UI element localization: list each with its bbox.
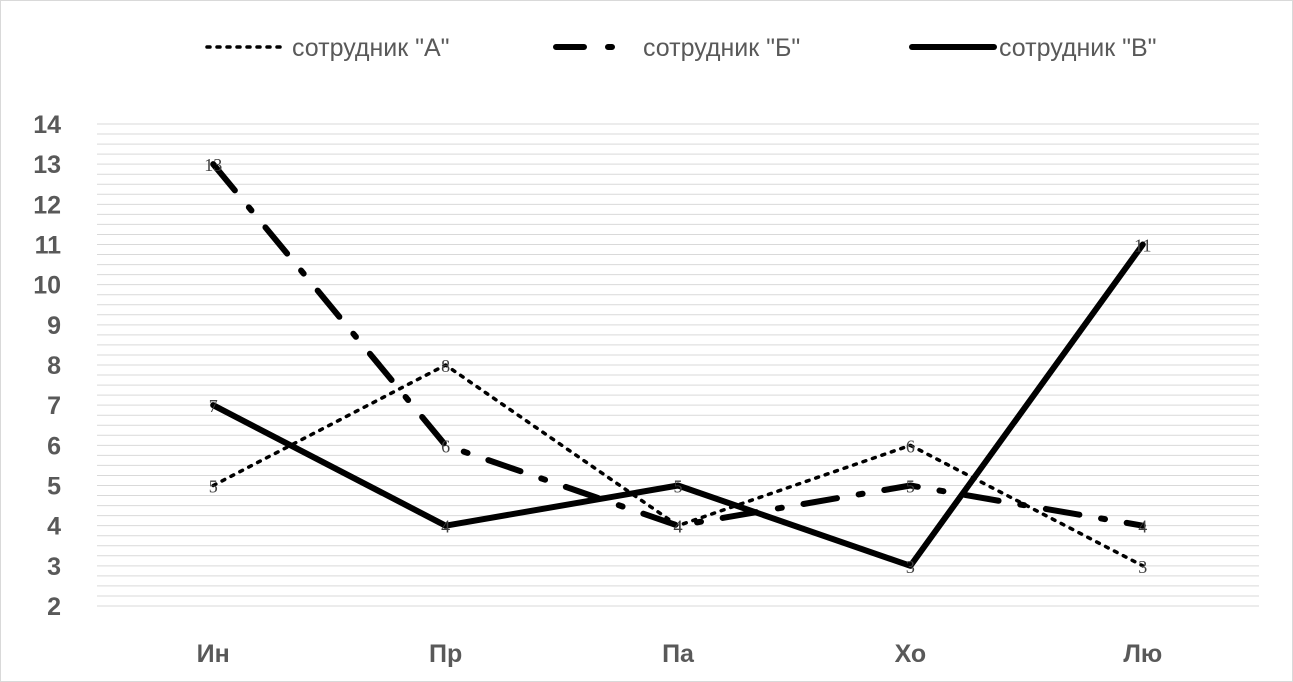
data-label: 3 xyxy=(1138,557,1147,577)
data-label: 11 xyxy=(1134,236,1151,256)
y-tick-label: 12 xyxy=(33,191,61,219)
x-axis-ticks: Ин Пр Па Хо Лю xyxy=(197,640,1163,668)
y-tick-label: 14 xyxy=(33,111,61,139)
x-tick-label: Па xyxy=(662,640,695,668)
data-label: 5 xyxy=(209,477,218,497)
data-label: 3 xyxy=(906,557,915,577)
y-tick-label: 6 xyxy=(47,432,61,460)
data-label: 4 xyxy=(1138,517,1147,537)
x-tick-label: Лю xyxy=(1123,640,1162,668)
y-tick-label: 5 xyxy=(47,473,61,501)
y-tick-label: 8 xyxy=(47,352,61,380)
legend-label: сотрудник "В" xyxy=(999,34,1157,62)
x-tick-label: Пр xyxy=(429,640,462,668)
series-lines xyxy=(210,161,1146,569)
x-tick-label: Ин xyxy=(197,640,230,668)
data-label: 5 xyxy=(906,477,915,497)
y-tick-label: 3 xyxy=(47,553,61,581)
legend: сотрудник "А" сотрудник "Б" сотрудник "В" xyxy=(205,34,1157,62)
y-tick-label: 10 xyxy=(33,272,61,300)
y-tick-label: 11 xyxy=(35,232,62,260)
y-tick-label: 2 xyxy=(47,593,61,621)
y-axis-ticks: 2 3 4 5 6 7 8 9 10 11 12 13 14 xyxy=(33,111,61,621)
data-label: 13 xyxy=(204,155,222,175)
y-tick-label: 7 xyxy=(47,392,61,420)
x-tick-label: Хо xyxy=(895,640,927,668)
y-tick-label: 4 xyxy=(47,513,61,541)
data-label: 5 xyxy=(674,477,683,497)
series-line-2 xyxy=(210,161,1146,529)
data-label: 8 xyxy=(441,356,450,376)
legend-label: сотрудник "Б" xyxy=(643,34,800,62)
y-tick-label: 9 xyxy=(47,312,61,340)
data-label: 4 xyxy=(674,517,683,537)
data-label: 6 xyxy=(906,436,915,456)
y-tick-label: 13 xyxy=(33,151,61,179)
data-label: 4 xyxy=(441,517,450,537)
data-label: 7 xyxy=(209,396,218,416)
data-label: 4 xyxy=(674,517,683,537)
series-line-3 xyxy=(210,241,1146,569)
data-label: 6 xyxy=(441,436,450,456)
legend-label: сотрудник "А" xyxy=(292,34,450,62)
